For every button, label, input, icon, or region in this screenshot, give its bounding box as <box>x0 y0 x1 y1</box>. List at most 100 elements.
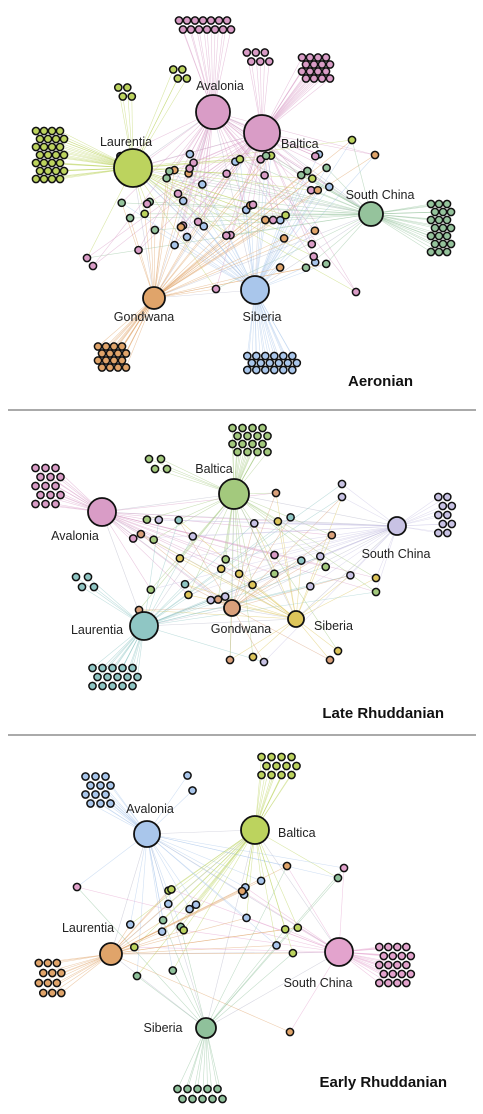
shared-taxon-node <box>270 569 279 579</box>
shared-taxon-node <box>293 923 303 933</box>
taxon-node-gondwana <box>97 363 107 372</box>
taxon-node-south-china <box>434 231 444 241</box>
taxon-node-baltica <box>292 761 301 771</box>
taxon-node-laurentia <box>51 134 61 144</box>
shared-edge <box>205 929 286 1029</box>
taxon-node-siberia <box>218 1094 227 1104</box>
taxon-node-baltica <box>305 53 315 62</box>
taxon-node-avalonia <box>106 799 115 808</box>
taxon-node-south-china <box>392 960 402 970</box>
taxon-node-avalonia <box>186 25 196 34</box>
hub-edge <box>261 132 372 215</box>
taxon-node-baltica <box>262 761 271 771</box>
taxon-node-south-china <box>438 223 448 233</box>
taxon-node-south-china <box>430 239 440 249</box>
shared-edge <box>245 887 340 953</box>
shared-edge <box>153 171 170 299</box>
taxon-node-south-china <box>447 519 457 529</box>
shared-taxon-node <box>280 924 290 934</box>
shared-edge <box>101 511 189 596</box>
leaf-edge <box>370 213 440 253</box>
taxon-node-avalonia <box>41 481 50 491</box>
taxon-node-avalonia <box>101 772 110 781</box>
shared-taxon-node <box>279 234 289 243</box>
shared-taxon-node <box>216 564 226 574</box>
taxon-node-avalonia <box>31 463 40 473</box>
shared-edge <box>149 201 155 299</box>
shared-edge <box>110 929 286 955</box>
taxon-node-laurentia <box>52 958 62 968</box>
taxon-node-south-china <box>442 215 452 225</box>
shared-edge <box>254 829 339 879</box>
shared-edge <box>146 833 197 905</box>
taxon-node-laurentia <box>55 174 65 184</box>
taxon-node-avalonia <box>96 781 105 790</box>
taxon-node-laurentia <box>77 582 87 592</box>
taxon-node-south-china <box>430 223 440 233</box>
taxon-node-siberia <box>260 351 270 361</box>
taxon-node-avalonia <box>81 772 90 781</box>
shared-edge <box>231 517 291 609</box>
taxon-node-baltica <box>325 74 335 83</box>
shared-taxon-node <box>178 196 188 206</box>
shared-taxon-node <box>333 873 343 883</box>
shared-taxon-node <box>140 209 150 219</box>
taxon-node-south-china <box>433 528 443 538</box>
shared-edge <box>101 511 240 575</box>
shared-edge <box>174 244 256 291</box>
taxon-node-baltica <box>267 752 276 762</box>
taxon-node-avalonia <box>86 781 95 790</box>
taxon-node-avalonia <box>31 481 40 491</box>
shared-taxon-node <box>347 135 357 145</box>
shared-taxon-node <box>221 555 231 564</box>
taxon-node-siberia <box>287 365 297 375</box>
taxon-node-avalonia <box>183 771 192 780</box>
taxon-node-avalonia <box>210 25 220 34</box>
hub-avalonia <box>195 94 231 130</box>
hub-edge <box>153 289 256 299</box>
taxon-node-laurentia <box>93 672 102 682</box>
taxon-node-laurentia <box>34 958 44 968</box>
shared-edge <box>295 535 333 620</box>
taxon-node-south-china <box>383 978 393 988</box>
hub-edge <box>110 953 207 1029</box>
leaf-edge <box>370 213 448 237</box>
taxon-node-avalonia <box>91 790 100 799</box>
taxon-node-avalonia <box>46 490 55 500</box>
shared-edge <box>153 238 285 299</box>
taxon-node-baltica <box>144 454 154 464</box>
shared-taxon-node <box>168 966 178 975</box>
shared-edge <box>188 493 235 596</box>
shared-edge <box>203 111 214 227</box>
shared-taxon-node <box>179 925 189 935</box>
shared-taxon-node <box>310 226 320 236</box>
nodes-late-rhuddanian <box>31 423 457 691</box>
taxon-node-avalonia <box>202 25 212 34</box>
labels-aeronian: Avalonia Baltica Laurentia South China Gondw… <box>100 79 415 324</box>
taxon-node-baltica <box>313 53 323 62</box>
labels-late-rhuddanian: Baltica Avalonia South China Laurentia Gondw… <box>51 462 430 637</box>
shared-taxon-node <box>157 927 167 936</box>
hub-siberia <box>240 275 270 305</box>
shared-edge <box>180 111 214 228</box>
shared-edge <box>205 952 294 1029</box>
shared-edge <box>231 607 265 663</box>
hub-edge <box>153 213 372 299</box>
shared-edge <box>375 525 398 593</box>
shared-edge <box>101 511 253 586</box>
shared-taxon-node <box>309 252 319 261</box>
hub-edge <box>231 607 297 620</box>
taxon-node-south-china <box>438 501 448 511</box>
taxon-node-laurentia <box>173 74 183 83</box>
taxon-node-siberia <box>251 351 261 361</box>
taxon-node-siberia <box>193 1084 202 1094</box>
taxon-node-avalonia <box>188 786 197 795</box>
taxon-node-baltica <box>317 74 327 83</box>
taxon-node-avalonia <box>36 490 45 500</box>
taxon-node-south-china <box>434 247 444 257</box>
taxon-node-south-china <box>442 510 452 520</box>
taxon-node-laurentia <box>39 174 49 184</box>
hub-label-siberia: Siberia <box>243 310 282 324</box>
shared-taxon-node <box>165 166 174 176</box>
shared-taxon-node <box>260 170 269 180</box>
